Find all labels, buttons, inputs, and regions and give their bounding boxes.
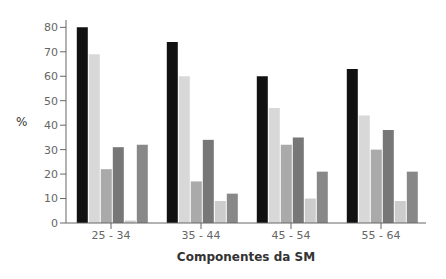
svg-text:55 - 64: 55 - 64 (362, 229, 401, 242)
svg-text:10: 10 (44, 192, 58, 205)
svg-text:45 - 54: 45 - 54 (272, 229, 311, 242)
svg-text:60: 60 (44, 70, 58, 83)
svg-text:50: 50 (44, 95, 58, 108)
svg-text:35 - 44: 35 - 44 (182, 229, 221, 242)
svg-text:%: % (16, 115, 27, 129)
svg-text:30: 30 (44, 144, 58, 157)
svg-text:40: 40 (44, 119, 58, 132)
svg-text:25 - 34: 25 - 34 (92, 229, 131, 242)
svg-text:70: 70 (44, 46, 58, 59)
svg-text:Componentes da SM: Componentes da SM (177, 250, 315, 264)
svg-text:80: 80 (44, 21, 58, 34)
svg-text:20: 20 (44, 168, 58, 181)
svg-text:0: 0 (51, 217, 58, 230)
